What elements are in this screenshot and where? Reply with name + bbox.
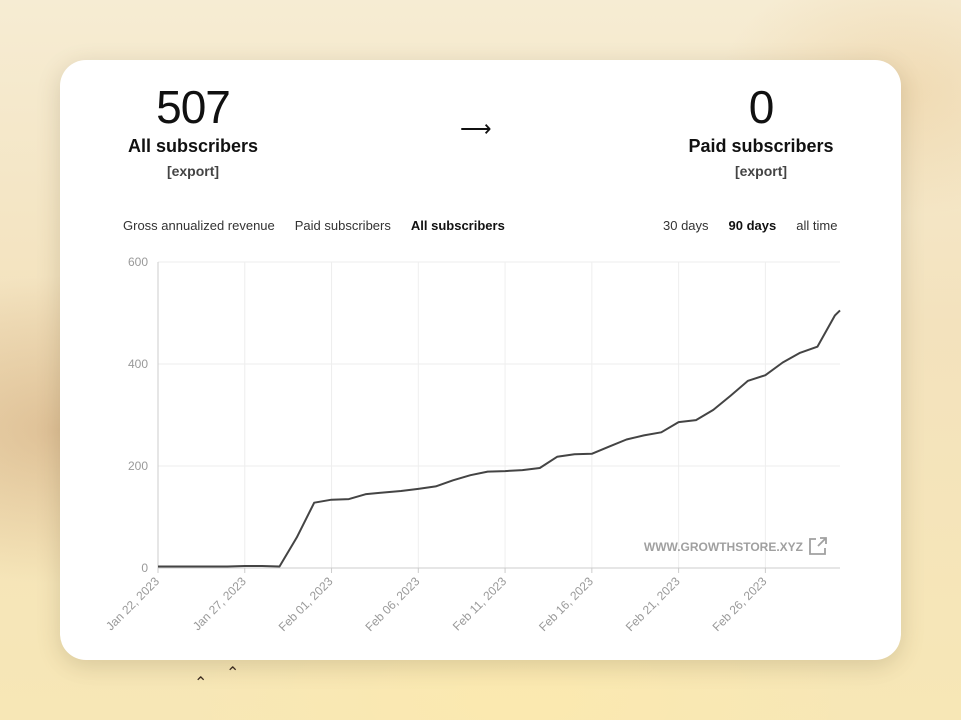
all-subscribers-stat: 507 All subscribers [export] [73, 80, 313, 182]
watermark-text: WWW.GROWTHSTORE.XYZ [644, 540, 803, 554]
y-tick-label: 0 [141, 561, 148, 575]
all-subscribers-label: All subscribers [127, 136, 259, 156]
all-subscribers-count: 507 [156, 81, 231, 133]
x-tick-label: Feb 11, 2023 [450, 574, 510, 634]
y-tick-label: 200 [128, 459, 148, 473]
arrow-right-icon: ⟶ [460, 116, 492, 141]
x-tick-label: Feb 21, 2023 [623, 574, 683, 634]
watermark[interactable]: WWW.GROWTHSTORE.XYZ [644, 537, 827, 555]
tab-30-days[interactable]: 30 days [663, 218, 709, 233]
series-line [158, 309, 841, 568]
x-tick-label: Jan 27, 2023 [190, 574, 249, 633]
metric-tabs: Gross annualized revenue Paid subscriber… [123, 218, 505, 233]
paid-subscribers-stat: 0 Paid subscribers [export] [641, 80, 881, 182]
x-tick-label: Feb 01, 2023 [276, 574, 336, 634]
all-subscribers-export-link[interactable]: [export] [166, 163, 220, 179]
tab-all-subscribers[interactable]: All subscribers [410, 218, 505, 233]
x-tick-label: Feb 16, 2023 [536, 574, 596, 634]
range-tabs: 30 days 90 days all time [663, 218, 837, 233]
bird-icon: ⌃ [194, 675, 208, 692]
subscribers-line-chart: 0 200 400 600 Jan 22, 2023 Jan 27, 2023 Feb 01… [103, 255, 841, 634]
tab-all-time[interactable]: all time [796, 218, 838, 233]
x-tick-label: Jan 22, 2023 [103, 574, 162, 633]
bird-icon: ⌃ [226, 665, 240, 682]
tab-paid-subscribers[interactable]: Paid subscribers [294, 218, 391, 233]
paid-subscribers-count: 0 [748, 81, 775, 133]
subscriber-stats-card: 507 All subscribers [export] ⟶ 0 Paid su… [60, 60, 901, 660]
x-tick-label: Feb 26, 2023 [710, 574, 770, 634]
y-tick-label: 400 [128, 357, 148, 371]
paid-subscribers-export-link[interactable]: [export] [734, 163, 788, 179]
external-link-icon [809, 537, 827, 555]
paid-subscribers-label: Paid subscribers [688, 136, 834, 156]
y-tick-label: 600 [128, 255, 148, 269]
tab-90-days[interactable]: 90 days [728, 218, 777, 233]
tab-gross-annualized-revenue[interactable]: Gross annualized revenue [123, 218, 275, 233]
x-tick-label: Feb 06, 2023 [363, 574, 423, 634]
